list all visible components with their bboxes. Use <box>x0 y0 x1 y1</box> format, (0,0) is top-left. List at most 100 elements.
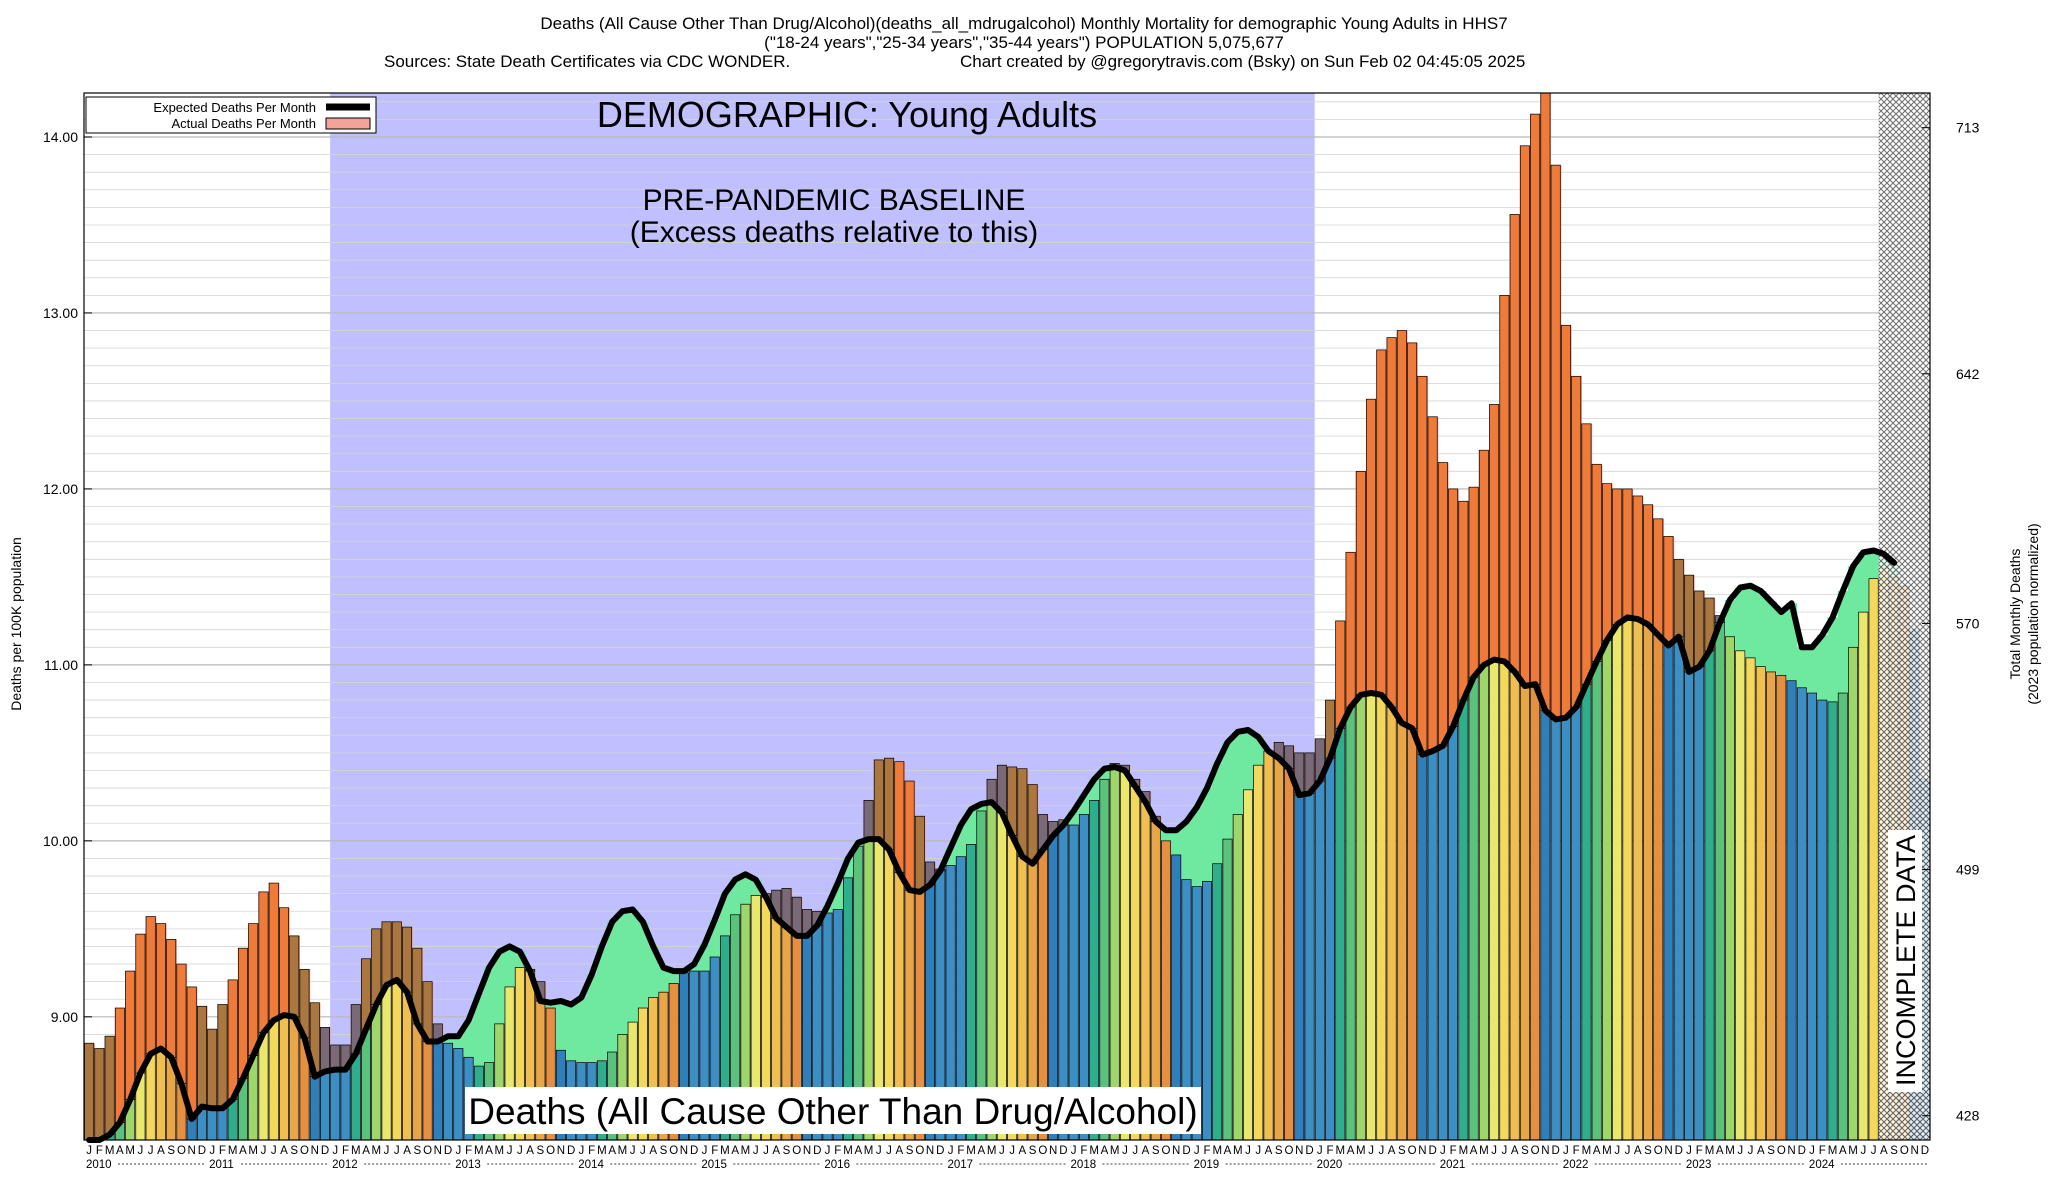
excess-segment <box>955 825 967 857</box>
excess-segment <box>1745 585 1757 658</box>
x-month-label: D <box>1675 1145 1683 1157</box>
x-month-label: J <box>1440 1145 1446 1157</box>
x-month-label: J <box>948 1145 954 1157</box>
x-month-label: J <box>1194 1145 1200 1157</box>
x-month-label: A <box>772 1145 780 1157</box>
x-month-label: D <box>690 1145 698 1157</box>
x-month-label: J <box>1245 1145 1251 1157</box>
excess-segment <box>1242 729 1254 790</box>
x-month-label: O <box>915 1145 924 1157</box>
x-month-label: M <box>495 1145 505 1157</box>
bar <box>1612 624 1623 1141</box>
bar-excess <box>1458 500 1469 701</box>
excess-segment <box>750 879 762 896</box>
x-month-label: J <box>384 1145 390 1157</box>
x-month-label: M <box>741 1145 751 1157</box>
bar-excess <box>1335 620 1346 729</box>
bar <box>1755 666 1766 1141</box>
x-year-label: 2015 <box>701 1159 727 1171</box>
bar-excess <box>104 1035 115 1136</box>
bar <box>1468 676 1479 1141</box>
bar-excess <box>258 891 269 1034</box>
x-month-label: S <box>1275 1145 1283 1157</box>
x-month-label: D <box>1552 1145 1560 1157</box>
y-axis-left: 9.00 10.00 11.00 12.00 13.00 14.00 <box>43 129 92 1025</box>
excess-segment <box>453 1036 465 1049</box>
excess-segment <box>1171 830 1182 855</box>
x-month-label: J <box>1255 1145 1261 1157</box>
x-month-label: F <box>1450 1145 1457 1157</box>
bar <box>1827 701 1838 1141</box>
bar <box>1653 634 1664 1141</box>
bar <box>1868 578 1879 1141</box>
x-month-label: S <box>1521 1145 1529 1157</box>
bar-excess <box>1355 470 1366 696</box>
x-year-label: 2014 <box>578 1159 604 1171</box>
bar <box>1294 794 1305 1141</box>
bar-excess <box>402 926 413 993</box>
x-month-label: J <box>1625 1145 1631 1157</box>
x-month-label: N <box>1664 1145 1672 1157</box>
excess-segment <box>514 951 526 968</box>
x-month-label: J <box>148 1145 154 1157</box>
x-month-label: A <box>649 1145 657 1157</box>
x-month-label: O <box>792 1145 801 1157</box>
bar <box>309 1076 320 1141</box>
x-year-label: 2024 <box>1809 1159 1835 1171</box>
x-month-label: N <box>1787 1145 1795 1157</box>
bar <box>1622 617 1633 1141</box>
x-month-label: M <box>987 1145 997 1157</box>
bar <box>1530 683 1541 1141</box>
x-month-label: M <box>966 1145 976 1157</box>
x-month-label: A <box>854 1145 862 1157</box>
x-month-label: O <box>300 1145 309 1157</box>
excess-segment <box>1201 788 1213 882</box>
x-month-label: A <box>116 1145 124 1157</box>
bar <box>1222 838 1233 1141</box>
x-month-label: O <box>1285 1145 1294 1157</box>
bar <box>258 1032 269 1141</box>
bar <box>1376 694 1387 1141</box>
excess-segment <box>1827 617 1839 702</box>
bar-excess <box>1591 463 1602 662</box>
x-month-label: M <box>1089 1145 1099 1157</box>
bar-excess <box>1550 164 1561 720</box>
x-month-label: N <box>680 1145 688 1157</box>
x-month-label: J <box>753 1145 759 1157</box>
excess-segment <box>1755 590 1767 667</box>
incomplete-label-box: INCOMPLETE DATA <box>1888 830 1922 1092</box>
bar <box>1735 650 1746 1141</box>
bar-excess <box>1417 375 1428 755</box>
bar <box>381 984 392 1141</box>
x-month-label: A <box>1265 1145 1273 1157</box>
x-month-label: A <box>608 1145 616 1157</box>
excess-segment <box>648 946 659 998</box>
x-month-label: A <box>1757 1145 1765 1157</box>
bar <box>1817 699 1828 1141</box>
x-month-label: F <box>834 1145 841 1157</box>
bar <box>1273 757 1284 1141</box>
x-year-label: 2016 <box>824 1159 850 1171</box>
bar <box>1673 636 1684 1141</box>
bar <box>186 1118 197 1141</box>
x-month-label: J <box>825 1145 831 1157</box>
plot-frame <box>83 92 1931 1141</box>
excess-segment <box>596 946 608 1061</box>
bar <box>268 1019 279 1141</box>
x-month-label: M <box>618 1145 628 1157</box>
x-month-label: F <box>342 1145 349 1157</box>
bar <box>1509 671 1520 1141</box>
bar <box>1807 692 1818 1141</box>
x-month-label: M <box>864 1145 874 1157</box>
bar-excess <box>1499 295 1510 662</box>
bar-excess <box>1478 449 1489 666</box>
bar-excess <box>1407 342 1418 729</box>
excess-segment <box>1191 807 1203 887</box>
y-axis-right-label-2: (2023 population normalized) <box>2025 523 2041 704</box>
y-right-tick-label: 570 <box>1956 615 1980 631</box>
bar <box>1109 766 1120 1141</box>
x-month-label: J <box>1871 1145 1877 1157</box>
x-month-label: M <box>597 1145 607 1157</box>
x-year-label: 2020 <box>1317 1159 1343 1171</box>
chart-sources: Sources: State Death Certificates via CD… <box>384 52 790 71</box>
